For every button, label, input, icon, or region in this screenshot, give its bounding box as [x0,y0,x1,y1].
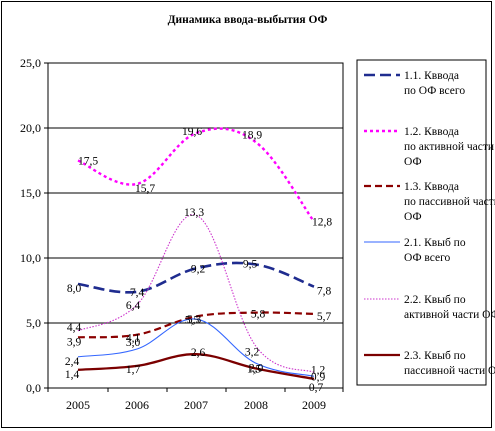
data-label: 4,4 [67,322,82,334]
data-label: 12,8 [312,217,332,229]
legend-label: 1.3. Кввода по пассивной части ОФ [404,181,495,223]
series-line-6 [77,353,315,381]
data-label: 1,7 [126,364,141,376]
series-line-1 [77,261,315,294]
data-label: 1,5 [247,364,262,376]
data-label: 3,0 [126,337,141,349]
data-label: 7,4 [130,287,145,299]
data-label: 17,5 [78,156,98,168]
plot-area-border [47,62,344,389]
data-label: 8,0 [67,283,82,295]
x-tick-label: 2009 [302,398,326,412]
series-line-5 [77,214,315,373]
data-label: 6,4 [126,300,141,312]
x-tick-label: 2006 [125,398,149,412]
data-label: 5,7 [317,311,332,323]
data-label: 19,6 [182,126,202,138]
x-tick-label: 2005 [66,398,90,412]
data-label: 0,9 [311,371,326,383]
x-axis-ticks: 2005 2006 2007 2008 2009 [47,388,344,412]
data-label: 9,2 [191,263,206,275]
data-label: 9,5 [243,259,258,271]
legend-items: 1.1. Кввода по ОФ всего 1.2. Кввода по акти… [364,70,495,377]
data-label: 5,3 [187,314,202,326]
x-tick-label: 2007 [184,398,208,412]
y-tick-label: 25,0 [20,56,41,70]
legend [356,59,487,386]
data-label: 5,5 [185,315,200,327]
data-label: 4,1 [126,333,141,345]
data-label: 0,7 [309,382,324,394]
data-label: 13,3 [184,207,204,219]
y-tick-label: 20,0 [20,121,41,135]
data-label: 2,4 [65,356,80,368]
gridlines [48,127,343,324]
data-label: 2,0 [249,362,264,374]
legend-label: 1.2. Кввода по активной части ОФ [404,126,494,168]
data-label: 1,4 [65,369,80,381]
series-line-2 [77,127,315,223]
data-label: 1,2 [311,364,326,376]
y-tick-label: 10,0 [20,251,41,265]
legend-label: 2.2. Квыб по активной части ОФ [404,294,495,321]
series-line-4 [77,318,315,377]
data-label: 18,9 [242,129,262,141]
legend-label: 1.1. Кввода по ОФ всего [404,70,465,97]
data-label: 5,8 [251,309,266,321]
chart-title: Динамика ввода-выбытия ОФ [167,14,328,26]
y-tick-label: 15,0 [20,186,41,200]
data-label: 7,8 [317,286,332,298]
y-tick-label: 5,0 [26,316,41,330]
y-tick-label: 0,0 [26,381,41,395]
data-label: 2,6 [191,347,206,359]
data-label: 3,2 [245,346,260,358]
data-label: 15,7 [135,183,155,195]
data-label: 3,9 [67,336,82,348]
data-labels: 8,0 7,4 9,2 9,5 7,8 17,5 15,7 19,6 18,9 12,8 3,9 4,… [65,126,333,394]
y-axis-ticks: 0,0 5,0 10,0 15,0 20,0 25,0 [20,56,48,395]
x-tick-label: 2008 [244,398,268,412]
series-lines [77,127,315,381]
series-line-3 [77,311,315,339]
legend-label: 2.1. Квыб по ОФ всего [404,237,466,264]
